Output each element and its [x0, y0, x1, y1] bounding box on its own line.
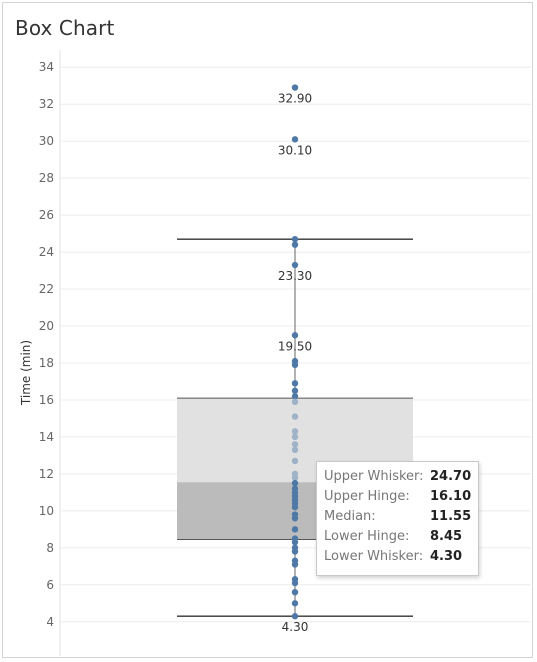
tooltip-value: 4.30: [430, 549, 463, 564]
tooltip-row-median: Median: 11.55: [324, 509, 478, 529]
data-point: [291, 398, 299, 405]
chart-frame: Box Chart: [2, 2, 533, 658]
y-tick-label: 12: [39, 467, 54, 481]
data-point: [291, 548, 299, 555]
data-point: [291, 515, 299, 522]
tooltip-row-upper-hinge: Upper Hinge: 16.10: [324, 489, 478, 509]
data-point: [291, 479, 299, 487]
box-tooltip: Upper Whisker: 24.70 Upper Hinge: 16.10 …: [316, 461, 479, 576]
data-label: 23.30: [278, 269, 312, 283]
data-point: [291, 588, 299, 596]
data-point: [291, 413, 299, 420]
y-tick-label: 22: [39, 282, 54, 296]
y-tick-label: 26: [39, 208, 54, 222]
y-tick-label: 32: [39, 97, 54, 111]
y-tick-label: 34: [39, 60, 54, 74]
data-point: [291, 526, 299, 533]
data-point: [291, 136, 299, 143]
data-label: 4.30: [282, 620, 309, 634]
data-point: [291, 428, 299, 435]
data-point: [291, 261, 299, 269]
y-tick-label: 6: [46, 578, 54, 592]
y-tick-label: 8: [46, 541, 54, 555]
tooltip-value: 16.10: [430, 489, 472, 504]
data-point: [291, 441, 299, 448]
y-tick-label: 14: [39, 430, 54, 444]
data-point: [291, 613, 299, 620]
y-tick-label: 24: [39, 245, 54, 259]
data-point: [291, 457, 299, 465]
tooltip-row-upper-whisker: Upper Whisker: 24.70: [324, 469, 478, 489]
y-tick-label: 16: [39, 393, 54, 407]
data-point: [291, 433, 299, 441]
data-point: [291, 332, 299, 339]
data-point: [291, 503, 299, 511]
data-point: [291, 446, 299, 454]
tooltip-key: Upper Whisker:: [324, 469, 424, 484]
label-layer: 32.90 30.10 23.30 19.50 4.30: [278, 92, 312, 635]
y-tick-label: 4: [46, 615, 54, 629]
data-point: [291, 380, 299, 387]
tooltip-value: 24.70: [430, 469, 472, 484]
y-tick-label: 10: [39, 504, 54, 518]
data-point: [291, 579, 299, 587]
tooltip-key: Lower Whisker:: [324, 549, 424, 564]
y-axis: 4 6 8 10 12 14 16 18 20 22 24 26 28 30 32 34 Time (min): [19, 60, 54, 629]
data-point: [291, 361, 299, 369]
tooltip-value: 8.45: [430, 529, 463, 544]
data-point: [291, 235, 299, 243]
tooltip-key: Lower Hinge:: [324, 529, 410, 544]
data-label: 30.10: [278, 143, 312, 157]
data-point: [291, 600, 299, 607]
data-point: [291, 474, 299, 481]
chart-title: Box Chart: [15, 16, 115, 40]
tooltip-key: Upper Hinge:: [324, 489, 410, 504]
data-point: [291, 393, 299, 400]
tooltip-row-lower-whisker: Lower Whisker: 4.30: [324, 549, 478, 569]
data-label: 19.50: [278, 339, 312, 353]
point-layer: [291, 84, 299, 620]
y-axis-title: Time (min): [19, 340, 33, 406]
y-tick-label: 18: [39, 356, 54, 370]
tooltip-row-lower-hinge: Lower Hinge: 8.45: [324, 529, 478, 549]
tooltip-key: Median:: [324, 509, 376, 524]
data-point: [291, 241, 299, 248]
data-point: [291, 539, 299, 546]
data-point: [291, 561, 299, 568]
y-tick-label: 30: [39, 134, 54, 148]
y-tick-label: 20: [39, 319, 54, 333]
data-label: 32.90: [278, 92, 312, 106]
y-tick-label: 28: [39, 171, 54, 185]
data-point: [291, 84, 299, 91]
data-point: [291, 387, 299, 394]
tooltip-value: 11.55: [430, 509, 472, 524]
